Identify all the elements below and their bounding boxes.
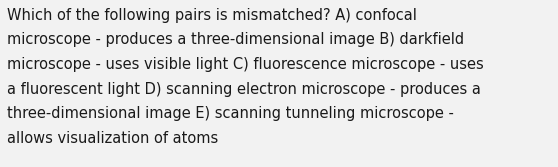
Text: a fluorescent light D) scanning electron microscope - produces a: a fluorescent light D) scanning electron…: [7, 82, 481, 97]
Text: allows visualization of atoms: allows visualization of atoms: [7, 131, 219, 146]
Text: Which of the following pairs is mismatched? A) confocal: Which of the following pairs is mismatch…: [7, 8, 417, 23]
Text: three-dimensional image E) scanning tunneling microscope -: three-dimensional image E) scanning tunn…: [7, 106, 454, 121]
Text: microscope - produces a three-dimensional image B) darkfield: microscope - produces a three-dimensiona…: [7, 32, 464, 47]
Text: microscope - uses visible light C) fluorescence microscope - uses: microscope - uses visible light C) fluor…: [7, 57, 484, 72]
